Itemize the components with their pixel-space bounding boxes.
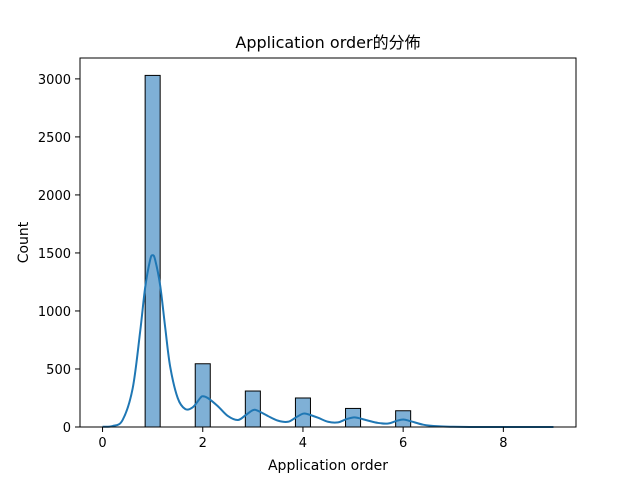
- plot-frame: [79, 57, 577, 428]
- histogram-bar-4: [294, 397, 311, 428]
- y-tick-label: 500: [46, 363, 71, 378]
- y-tick-label: 1500: [38, 247, 71, 262]
- histogram-bar-3: [244, 390, 261, 428]
- kde-line: [102, 254, 554, 429]
- x-tick-label: 2: [199, 436, 207, 451]
- bars-layer: [144, 74, 412, 428]
- y-axis-label: Count: [16, 221, 32, 263]
- chart-title: Application order的分佈: [235, 33, 420, 52]
- y-tick-label: 2000: [38, 189, 71, 204]
- x-axis: 0 2 4 6 8: [98, 427, 507, 451]
- histogram-bar-1: [144, 74, 161, 428]
- kde-layer: [102, 254, 554, 429]
- y-tick-label: 2500: [38, 131, 71, 146]
- x-tick-label: 4: [299, 436, 307, 451]
- y-tick-label: 3000: [38, 73, 71, 88]
- x-tick-label: 0: [98, 436, 106, 451]
- y-axis: 0 500 1000 1500 2000 2500 3000: [38, 73, 80, 436]
- x-tick-label: 8: [499, 436, 507, 451]
- x-tick-label: 6: [399, 436, 407, 451]
- y-tick-label: 1000: [38, 305, 71, 320]
- y-tick-label: 0: [63, 421, 71, 436]
- x-axis-label: Application order: [268, 458, 388, 474]
